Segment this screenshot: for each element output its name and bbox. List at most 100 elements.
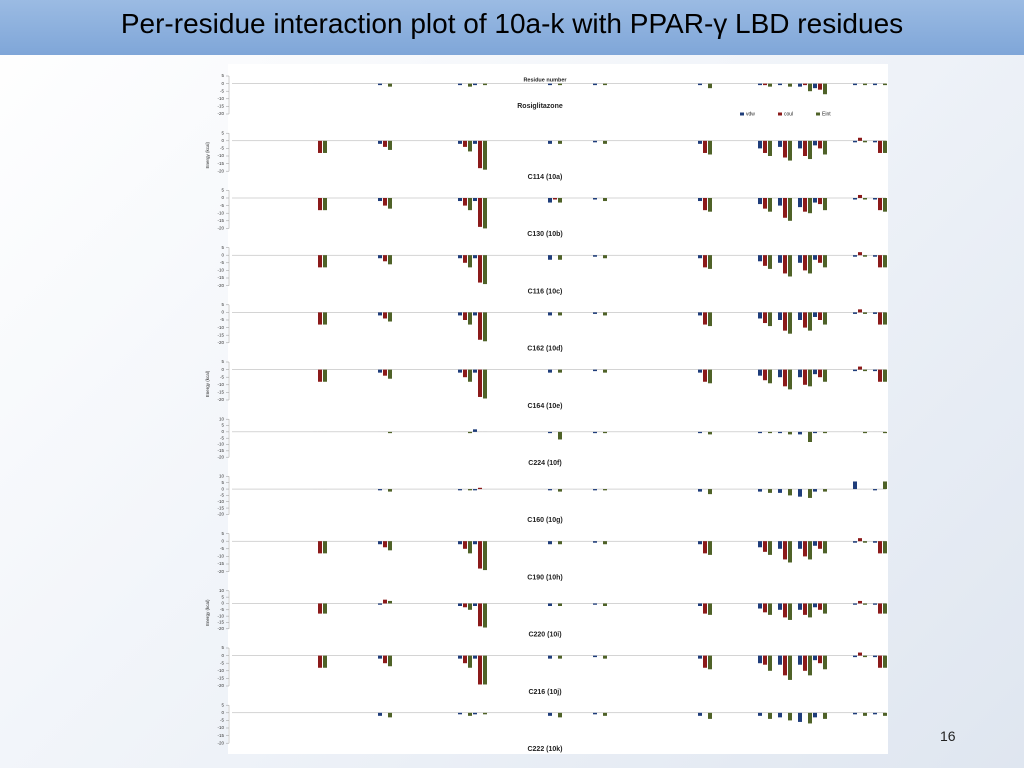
- bar: [873, 198, 877, 200]
- bar: [768, 255, 772, 269]
- bar: [883, 140, 887, 153]
- bar: [708, 140, 712, 155]
- bar: [858, 137, 862, 141]
- bar: [458, 83, 462, 86]
- bar: [388, 140, 392, 150]
- y-tick-label: -5: [220, 660, 224, 665]
- bar: [788, 655, 792, 680]
- bar: [813, 140, 817, 146]
- bar: [458, 541, 462, 545]
- bar: [883, 83, 887, 86]
- bar: [473, 712, 477, 715]
- y-tick-label: -15: [217, 332, 224, 337]
- bar: [558, 489, 562, 492]
- bar: [798, 140, 802, 149]
- bar: [768, 655, 772, 671]
- bar: [758, 489, 762, 492]
- bar: [378, 489, 382, 491]
- y-tick-label: -5: [220, 374, 224, 379]
- bar: [783, 312, 787, 331]
- bar: [478, 255, 482, 283]
- y-tick-label: 10: [219, 588, 225, 593]
- bar: [698, 541, 702, 545]
- bar: [478, 487, 482, 490]
- bar: [808, 83, 812, 92]
- bar: [478, 603, 482, 627]
- bar: [603, 655, 607, 659]
- y-tick-label: -10: [217, 725, 224, 730]
- bar: [478, 655, 482, 685]
- bar: [458, 712, 462, 715]
- bar: [593, 541, 597, 543]
- bar: [323, 655, 327, 668]
- bar: [878, 312, 882, 325]
- bar: [388, 83, 392, 87]
- bar: [558, 83, 562, 86]
- y-tick-label: 0: [221, 429, 224, 434]
- bar: [878, 140, 882, 153]
- bar: [458, 489, 462, 491]
- y-tick-label: 0: [221, 486, 224, 491]
- bar: [853, 198, 857, 200]
- bar: [703, 198, 707, 211]
- bar: [698, 655, 702, 659]
- panel-label: C160 (10g): [527, 517, 562, 524]
- bar: [823, 489, 827, 492]
- bar: [388, 489, 392, 492]
- bar: [478, 369, 482, 397]
- bar: [813, 489, 817, 492]
- bar: [853, 541, 857, 543]
- bar: [763, 198, 767, 209]
- bar: [388, 255, 392, 265]
- bar: [463, 255, 467, 263]
- bar: [698, 369, 702, 373]
- bar: [878, 655, 882, 668]
- bar: [708, 489, 712, 495]
- bar: [878, 369, 882, 382]
- bar: [483, 603, 487, 628]
- bar: [798, 655, 802, 665]
- y-tick-label: -5: [220, 546, 224, 551]
- bar: [778, 431, 782, 434]
- bar: [378, 712, 382, 716]
- bar: [473, 140, 477, 144]
- y-tick-label: -20: [217, 111, 224, 116]
- panel-label: C216 (10j): [528, 689, 561, 696]
- bar: [473, 541, 477, 545]
- legend-label: Eint: [822, 111, 831, 117]
- bar: [378, 255, 382, 259]
- bar: [823, 655, 827, 670]
- bar: [323, 140, 327, 153]
- bar: [478, 140, 482, 169]
- bar: [463, 312, 467, 320]
- y-tick-label: -15: [217, 676, 224, 681]
- bar: [883, 312, 887, 325]
- bar: [808, 603, 812, 618]
- bar: [558, 369, 562, 373]
- bar: [883, 369, 887, 382]
- bar: [798, 255, 802, 263]
- y-tick-label: -10: [217, 268, 224, 273]
- bar: [788, 369, 792, 390]
- y-tick-label: 5: [221, 188, 224, 193]
- panel-label: C114 (10a): [528, 174, 563, 181]
- bar: [593, 255, 597, 257]
- bar: [818, 140, 822, 149]
- panel-label: C224 (10f): [528, 460, 561, 467]
- bar: [703, 541, 707, 554]
- bar: [473, 198, 477, 202]
- y-tick-label: -20: [217, 283, 224, 288]
- bar: [558, 312, 562, 316]
- bar: [758, 140, 762, 149]
- bar: [593, 655, 597, 658]
- y-tick-label: -5: [220, 88, 224, 93]
- bar: [813, 655, 817, 661]
- bar: [813, 369, 817, 375]
- bar: [463, 655, 467, 664]
- bar: [558, 140, 562, 144]
- panel-label: C222 (10k): [527, 746, 562, 753]
- bar: [558, 655, 562, 659]
- bar: [603, 369, 607, 373]
- bar: [823, 431, 827, 434]
